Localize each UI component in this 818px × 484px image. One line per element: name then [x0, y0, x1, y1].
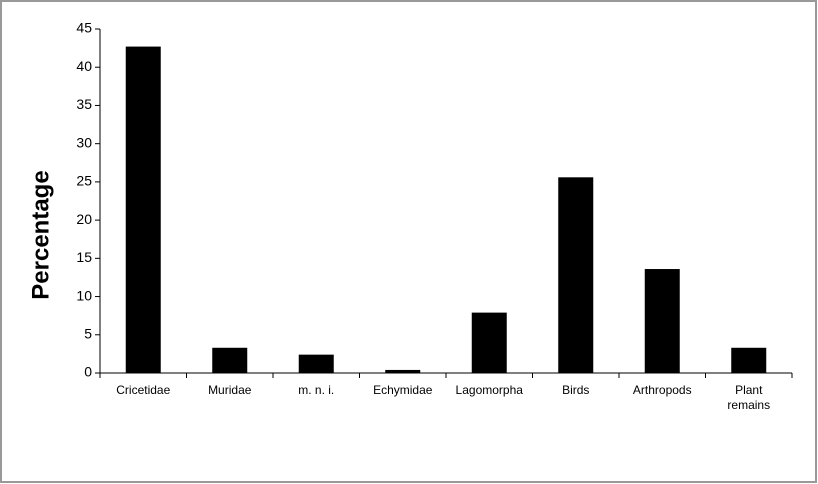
y-tick-label: 15: [76, 249, 92, 265]
x-tick-label: Cricetidae: [116, 383, 171, 397]
x-tick-label-box: Echymidae: [360, 383, 447, 398]
y-tick-label: 30: [76, 134, 92, 150]
x-tick-label-box: Muridae: [187, 383, 274, 398]
y-tick-label: 35: [76, 96, 92, 112]
bar: [298, 354, 334, 373]
x-tick-label-box: Lagomorpha: [446, 383, 533, 398]
bar: [471, 312, 507, 373]
y-tick-label: 45: [76, 20, 92, 36]
x-tick-label-box: m. n. i.: [273, 383, 360, 398]
y-axis-label: Percentage: [27, 170, 54, 299]
y-tick-label: 10: [76, 287, 92, 303]
x-tick-label: Lagomorpha: [455, 383, 523, 397]
x-tick-label-box: Birds: [533, 383, 620, 398]
bar: [212, 347, 248, 373]
bar: [558, 177, 594, 373]
bar: [125, 46, 161, 374]
x-tick-label: m. n. i.: [298, 383, 335, 397]
bar: [731, 347, 767, 373]
bar: [644, 269, 680, 373]
x-tick-label: Arthropods: [632, 383, 692, 397]
y-tick-label: 40: [76, 58, 92, 74]
x-tick-label-box: Plant remains: [706, 383, 793, 413]
x-tick-label-box: Arthropods: [619, 383, 706, 398]
y-tick-label: 20: [76, 211, 92, 227]
x-tick-label-box: Cricetidae: [100, 383, 187, 398]
x-tick-label: Birds: [562, 383, 590, 397]
y-tick-label: 25: [76, 173, 92, 189]
bar: [385, 369, 421, 373]
x-tick-label: Muridae: [208, 383, 252, 397]
x-tick-label: Plant remains: [727, 383, 771, 412]
x-tick-label: Echymidae: [373, 383, 433, 397]
y-tick-label: 5: [84, 325, 92, 341]
y-tick-label: 0: [84, 364, 92, 380]
